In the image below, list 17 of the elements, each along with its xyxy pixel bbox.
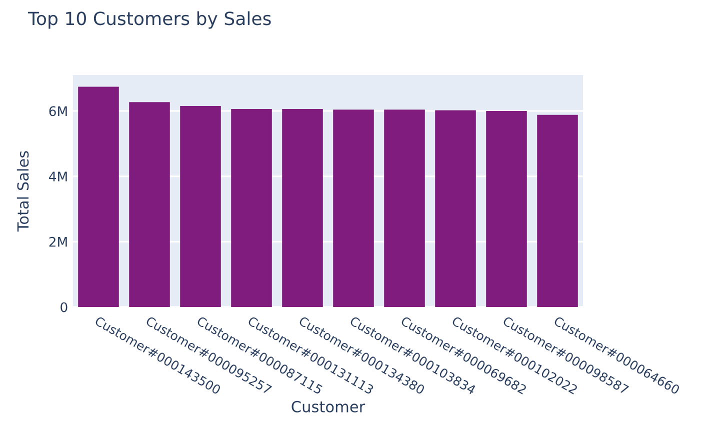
bar: [486, 110, 527, 307]
bar: [384, 110, 425, 307]
bar: [333, 110, 374, 307]
bar: [537, 114, 578, 307]
bar: [129, 102, 170, 307]
y-tick-label: 4M: [49, 172, 67, 182]
bar: [78, 86, 119, 307]
bar: [282, 108, 323, 307]
bar: [435, 110, 476, 307]
y-tick-label: 0: [60, 302, 68, 312]
bar: [180, 106, 221, 307]
y-tick-label: 6M: [49, 106, 67, 116]
y-tick-label: 2M: [49, 236, 67, 247]
y-axis-title: Total Sales: [16, 151, 29, 232]
x-axis-title: Customer: [292, 400, 366, 412]
chart-title: Top 10 Customers by Sales: [28, 11, 271, 29]
bar: [231, 108, 272, 307]
